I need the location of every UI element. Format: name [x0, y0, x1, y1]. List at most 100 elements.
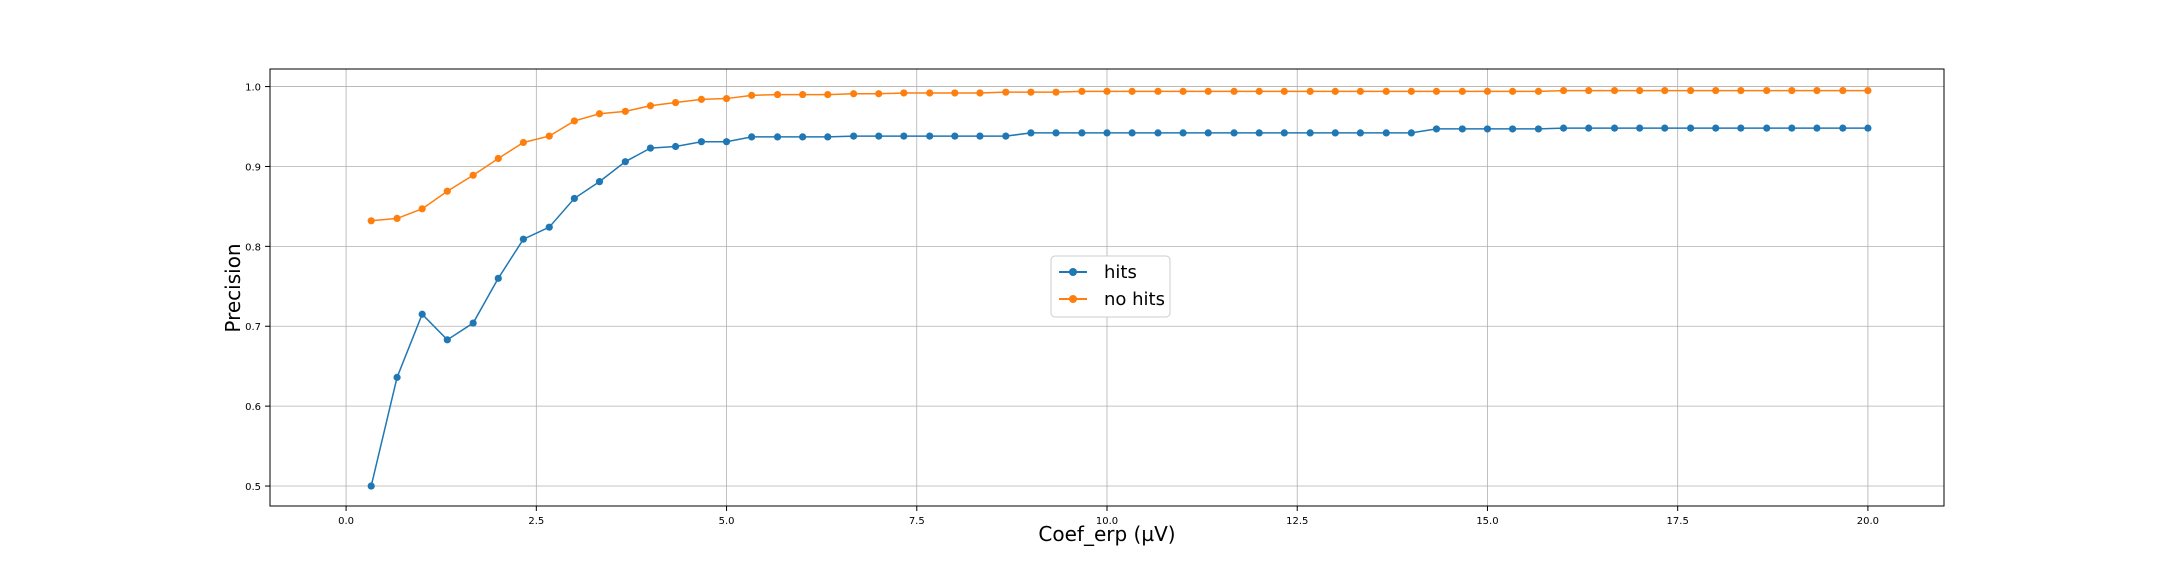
data-point-no-hits — [1661, 86, 1669, 95]
data-point-no-hits — [1839, 86, 1847, 95]
data-point-no-hits — [1864, 86, 1872, 95]
data-point-hits — [722, 138, 731, 146]
data-point-no-hits — [1027, 88, 1035, 96]
data-point-no-hits — [1508, 87, 1517, 95]
data-point-hits — [875, 132, 883, 140]
data-point-hits — [1407, 129, 1415, 137]
data-point-no-hits — [545, 132, 553, 140]
data-point-hits — [1813, 124, 1821, 132]
data-point-hits — [1356, 129, 1364, 137]
data-point-no-hits — [1763, 86, 1771, 95]
data-point-hits — [1585, 124, 1593, 132]
data-point-no-hits — [1204, 87, 1212, 95]
data-point-hits — [1255, 129, 1263, 137]
data-point-hits — [519, 235, 527, 243]
data-point-no-hits — [1002, 88, 1010, 96]
data-point-hits — [1559, 124, 1568, 132]
data-point-hits — [900, 132, 908, 140]
data-point-hits — [1458, 125, 1466, 133]
legend-label-no-hits: no hits — [1104, 289, 1165, 310]
data-point-hits — [926, 132, 934, 140]
y-axis-title: Precision — [221, 243, 245, 332]
data-point-hits — [621, 158, 629, 166]
data-point-no-hits — [1559, 86, 1568, 95]
data-point-hits — [367, 482, 375, 490]
x-tick-label: 0.0 — [338, 516, 354, 527]
data-point-no-hits — [1331, 87, 1339, 95]
data-point-hits — [850, 132, 858, 140]
data-point-hits — [1661, 124, 1669, 132]
data-point-no-hits — [1280, 87, 1288, 95]
data-point-no-hits — [976, 89, 984, 97]
data-point-hits — [697, 138, 706, 146]
x-tick-label: 5.0 — [719, 516, 735, 527]
series-layer — [367, 86, 1872, 490]
series-line-no-hits — [371, 89, 1868, 222]
data-point-hits — [393, 373, 401, 381]
data-point-hits — [1204, 129, 1212, 137]
data-point-no-hits — [1052, 88, 1060, 96]
y-tick-label: 0.6 — [245, 402, 261, 413]
data-point-no-hits — [393, 214, 401, 222]
data-point-hits — [824, 133, 832, 141]
data-point-no-hits — [1382, 87, 1390, 95]
data-point-no-hits — [875, 90, 883, 98]
data-point-no-hits — [1712, 86, 1720, 95]
data-point-hits — [1154, 129, 1162, 137]
data-point-hits — [1534, 125, 1543, 133]
data-point-hits — [1103, 129, 1111, 137]
data-point-no-hits — [1103, 87, 1111, 95]
data-point-hits — [1027, 129, 1035, 137]
data-point-hits — [1179, 129, 1187, 137]
data-point-no-hits — [1534, 87, 1543, 95]
y-tick-label: 0.8 — [245, 242, 261, 253]
data-point-no-hits — [1179, 87, 1187, 95]
data-point-no-hits — [646, 102, 655, 110]
data-point-hits — [1763, 124, 1771, 132]
legend-label-hits: hits — [1104, 262, 1137, 283]
data-point-hits — [1687, 124, 1695, 132]
data-point-no-hits — [773, 90, 782, 99]
y-tick-label: 0.5 — [245, 482, 261, 493]
x-tick-label: 10.0 — [1096, 516, 1118, 527]
data-point-hits — [469, 319, 477, 327]
data-point-hits — [1483, 125, 1492, 133]
data-point-no-hits — [926, 89, 934, 97]
data-point-no-hits — [1788, 86, 1796, 95]
data-point-hits — [443, 336, 451, 344]
data-point-hits — [1128, 129, 1136, 137]
data-point-hits — [1306, 129, 1314, 137]
data-point-hits — [1508, 125, 1517, 133]
data-point-no-hits — [799, 90, 807, 99]
data-point-hits — [1737, 124, 1745, 132]
data-point-no-hits — [1230, 87, 1238, 95]
legend: hits no hits — [1050, 255, 1171, 318]
data-point-no-hits — [824, 90, 832, 99]
data-point-hits — [1610, 124, 1619, 132]
data-point-hits — [1078, 129, 1086, 137]
series-line-hits — [370, 127, 1868, 487]
data-point-no-hits — [1356, 87, 1364, 95]
data-point-no-hits — [1737, 86, 1745, 95]
data-point-no-hits — [367, 217, 375, 225]
data-point-no-hits — [621, 107, 629, 115]
data-point-hits — [1839, 124, 1847, 132]
data-point-no-hits — [1255, 87, 1263, 95]
x-tick-label: 15.0 — [1476, 516, 1498, 527]
data-point-hits — [1382, 129, 1390, 137]
data-point-hits — [951, 132, 959, 140]
legend-marker-no-hits — [1069, 295, 1077, 303]
data-point-hits — [1230, 129, 1238, 137]
data-point-hits — [976, 132, 984, 140]
data-point-hits — [1712, 124, 1720, 132]
legend-marker-hits — [1069, 268, 1077, 276]
data-point-no-hits — [519, 138, 527, 147]
data-point-no-hits — [443, 187, 451, 195]
data-point-hits — [1331, 129, 1339, 137]
data-point-no-hits — [850, 90, 858, 98]
data-point-no-hits — [494, 154, 502, 163]
data-point-hits — [799, 133, 807, 141]
data-point-no-hits — [722, 94, 731, 103]
data-point-no-hits — [1078, 87, 1086, 95]
